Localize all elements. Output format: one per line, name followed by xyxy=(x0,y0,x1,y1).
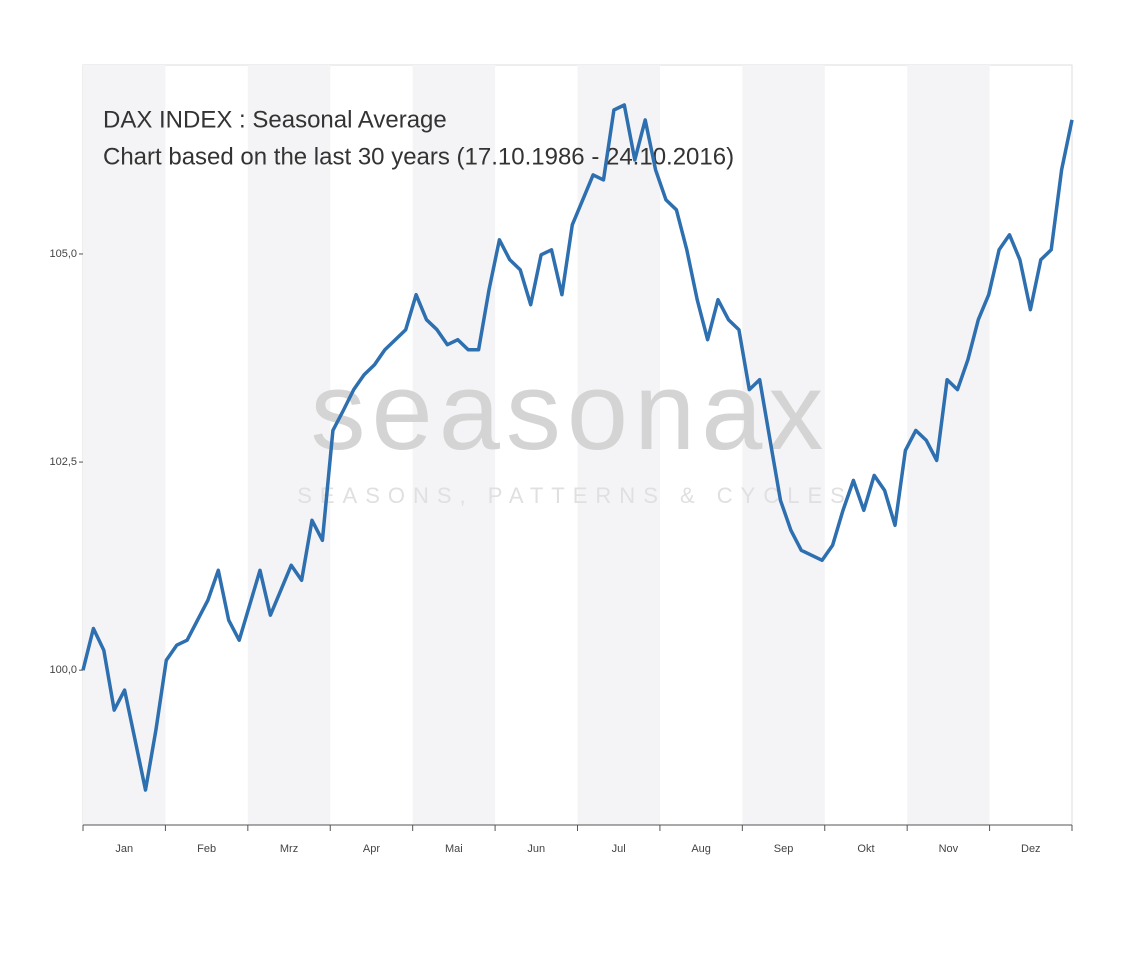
x-tick-label: Okt xyxy=(857,843,874,855)
month-band xyxy=(742,65,825,825)
x-tick-label: Jun xyxy=(527,843,545,855)
y-tick-label: 105,0 xyxy=(49,248,77,260)
watermark: seasonax xyxy=(311,350,830,473)
month-bands xyxy=(83,65,990,825)
x-tick-label: Mrz xyxy=(280,843,298,855)
chart-subtitle: Chart based on the last 30 years (17.10.… xyxy=(103,143,734,170)
month-band xyxy=(907,65,990,825)
x-tick-label: Aug xyxy=(691,843,711,855)
y-tick-label: 102,5 xyxy=(49,456,77,468)
month-band xyxy=(577,65,660,825)
data-line xyxy=(81,103,1074,792)
x-tick-label: Apr xyxy=(363,843,380,855)
x-tick-label: Mai xyxy=(445,843,463,855)
chart-title: DAX INDEX : Seasonal Average xyxy=(103,106,447,133)
x-tick-label: Jan xyxy=(115,843,133,855)
month-band xyxy=(247,65,331,825)
y-tick-label: 100,0 xyxy=(49,664,77,676)
x-tick-label: Dez xyxy=(1021,843,1041,855)
month-band xyxy=(412,65,496,825)
x-tick-label: Nov xyxy=(939,843,959,855)
x-tick-label: Jul xyxy=(612,843,626,855)
x-tick-label: Feb xyxy=(197,843,216,855)
month-band xyxy=(83,65,166,825)
x-tick-label: Sep xyxy=(774,843,794,855)
watermark-tagline: SEASONS, PATTERNS & CYCLES xyxy=(297,483,853,508)
